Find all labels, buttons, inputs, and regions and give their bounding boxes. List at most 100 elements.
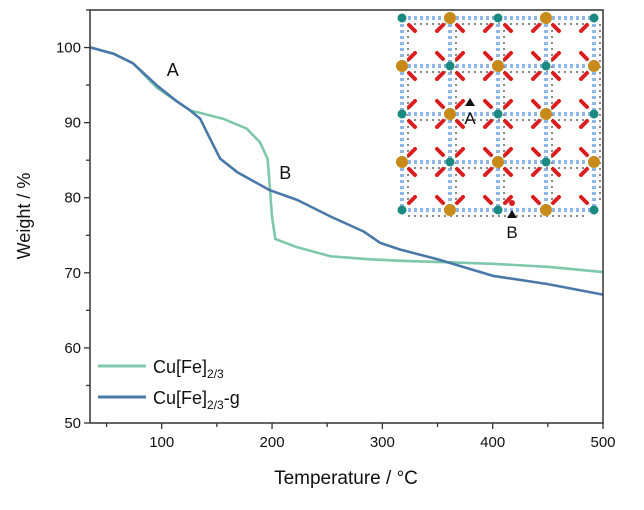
cu-atom: [493, 109, 503, 119]
water-molecule: [483, 71, 493, 81]
cu-atom: [397, 205, 407, 215]
water-molecule: [531, 23, 541, 33]
x-tick-label: 300: [370, 434, 395, 451]
y-tick-label: 80: [64, 190, 81, 207]
y-tick-label: 50: [64, 415, 81, 432]
water-molecule: [407, 71, 417, 81]
annotations: AB: [167, 60, 292, 183]
water-molecule: [455, 119, 465, 129]
fe-atom: [396, 156, 408, 168]
water-molecule: [455, 71, 465, 81]
fe-atom: [540, 12, 552, 24]
x-tick-label: 100: [149, 434, 174, 451]
water-molecule: [455, 167, 465, 177]
x-tick-label: 500: [590, 434, 615, 451]
water-molecule: [551, 167, 561, 177]
water-molecule: [579, 195, 589, 205]
water-molecule: [435, 23, 445, 33]
water-molecule: [579, 147, 589, 157]
water-molecule: [551, 71, 561, 81]
water-molecule: [435, 99, 445, 109]
water-molecule: [407, 51, 417, 61]
water-molecule: [407, 119, 417, 129]
water-molecule: [579, 23, 589, 33]
cu-atom: [589, 13, 599, 23]
y-tick-label: 60: [64, 340, 81, 357]
water-molecule: [435, 167, 445, 177]
water-molecule: [551, 23, 561, 33]
water-molecule: [435, 71, 445, 81]
water-molecule: [435, 51, 445, 61]
water-molecule: [455, 23, 465, 33]
legend-label-1: Cu[Fe]2/3-g: [153, 388, 240, 412]
cu-atom: [493, 205, 503, 215]
crystal-structure-inset: AB: [396, 12, 601, 242]
water-molecule: [435, 147, 445, 157]
water-molecule: [551, 119, 561, 129]
water-molecule: [407, 147, 417, 157]
cu-atom: [397, 109, 407, 119]
water-molecule: [579, 51, 589, 61]
x-axis-label: Temperature / °C: [274, 468, 418, 489]
legend: Cu[Fe]2/3 Cu[Fe]2/3-g: [98, 357, 240, 412]
fe-atom: [540, 204, 552, 216]
plot-frame: [89, 9, 604, 424]
water-molecule: [407, 23, 417, 33]
marker-b-icon: [507, 210, 517, 218]
inset-label-b: B: [506, 223, 517, 242]
water-molecule: [503, 119, 513, 129]
series-line-0: [90, 46, 604, 274]
fe-atom: [588, 156, 600, 168]
water-molecule: [407, 99, 417, 109]
water-molecule: [579, 167, 589, 177]
water-molecule: [483, 147, 493, 157]
marker-a-icon: [465, 98, 475, 106]
cu-atom: [445, 157, 455, 167]
series-line-1: [90, 46, 604, 296]
cu-atom: [445, 61, 455, 71]
water-molecule: [455, 195, 465, 205]
water-molecule: [483, 99, 493, 109]
water-molecule: [531, 167, 541, 177]
water-molecule: [551, 147, 561, 157]
water-molecule: [551, 99, 561, 109]
plot-lines: [90, 46, 604, 296]
water-molecule: [503, 71, 513, 81]
water-molecule: [503, 147, 513, 157]
annotation-B: B: [279, 163, 291, 183]
water-molecule: [483, 51, 493, 61]
y-tick-label: 90: [64, 115, 81, 132]
cu-atom: [589, 109, 599, 119]
y-tick-label: 70: [64, 265, 81, 282]
water-molecule: [503, 23, 513, 33]
water-molecule: [531, 147, 541, 157]
axis-ticks: 100 200 300 400 500 50 60 70 80 90 100: [56, 9, 616, 451]
water-molecule: [483, 195, 493, 205]
y-axis-label: Weight / %: [14, 173, 34, 260]
annotation-A: A: [167, 60, 179, 80]
cu-atom: [541, 157, 551, 167]
water-molecule: [551, 51, 561, 61]
water-molecule: [579, 71, 589, 81]
water-molecule: [483, 167, 493, 177]
cu-atom: [397, 13, 407, 23]
water-molecule: [503, 51, 513, 61]
water-molecule: [503, 195, 513, 205]
y-tick-label: 100: [56, 40, 81, 57]
fe-atom: [588, 60, 600, 72]
fe-atom: [444, 12, 456, 24]
water-molecule: [407, 195, 417, 205]
fe-atom: [396, 60, 408, 72]
x-tick-label: 200: [260, 434, 285, 451]
water-molecule: [579, 99, 589, 109]
water-molecule: [509, 200, 515, 206]
cu-atom: [589, 205, 599, 215]
legend-label-0: Cu[Fe]2/3: [153, 357, 224, 381]
water-molecule: [579, 119, 589, 129]
x-tick-label: 400: [480, 434, 505, 451]
water-molecule: [531, 195, 541, 205]
water-molecule: [483, 23, 493, 33]
water-molecule: [455, 99, 465, 109]
water-molecule: [483, 119, 493, 129]
